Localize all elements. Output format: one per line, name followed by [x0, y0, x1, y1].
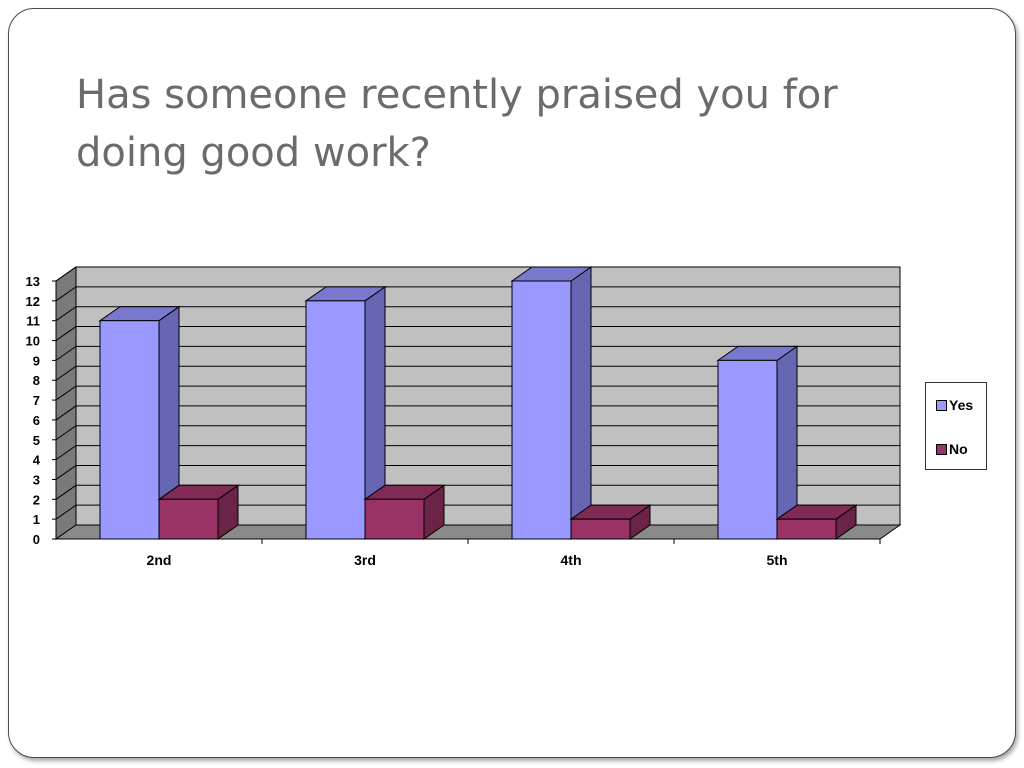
y-tick-label: 7	[33, 393, 40, 408]
bar-yes-5th	[716, 345, 799, 540]
gridline	[55, 464, 900, 480]
y-tick-label: 4	[33, 453, 41, 468]
slide-title: Has someone recently praised you for doi…	[76, 72, 838, 176]
legend-swatch-yes	[936, 399, 947, 411]
y-tick-label: 2	[33, 492, 40, 507]
x-tick-label: 3rd	[354, 552, 376, 568]
y-tick-label: 8	[33, 373, 40, 388]
y-tick-label: 6	[33, 413, 40, 428]
chart-gridlines	[55, 266, 900, 520]
x-tick-label: 5th	[767, 552, 788, 568]
legend-label-yes: Yes	[949, 397, 974, 413]
gridline	[55, 445, 900, 461]
gridline	[55, 306, 900, 322]
y-tick-label: 13	[26, 274, 40, 289]
y-tick-label: 12	[26, 294, 40, 309]
bar-no-3rd-front	[364, 498, 425, 540]
bar-yes-2nd-front	[99, 320, 160, 540]
bar-yes-2nd	[98, 305, 181, 540]
bar-yes-4th-front	[511, 280, 572, 540]
bar-yes-5th-front	[717, 359, 778, 540]
y-tick-label: 9	[33, 353, 40, 368]
bar-no-2nd	[157, 484, 240, 540]
bar-yes-4th	[510, 266, 593, 540]
gridline	[55, 326, 900, 341]
legend-swatch-no	[936, 443, 947, 455]
y-tick-label: 5	[33, 433, 40, 448]
chart-wall	[54, 266, 902, 540]
gridline	[55, 286, 900, 302]
y-tick-label: 1	[33, 512, 40, 527]
gridline	[55, 385, 900, 401]
gridline	[55, 345, 900, 361]
legend-item-no: No	[936, 441, 968, 457]
bar-yes-3rd-front	[305, 300, 366, 540]
gridline	[55, 365, 900, 381]
y-tick-label: 0	[33, 532, 40, 547]
y-tick-label: 10	[26, 334, 40, 349]
x-tick-label: 4th	[561, 552, 582, 568]
chart-side-wall	[55, 266, 77, 540]
gridline	[55, 484, 900, 500]
bar-no-5th-front	[776, 518, 837, 540]
bar-no-3rd	[363, 484, 446, 540]
y-tick-label: 11	[26, 314, 40, 329]
gridline	[55, 266, 900, 282]
legend-label-no: No	[949, 441, 968, 457]
bar-yes-4th-side	[570, 266, 592, 540]
gridline	[55, 405, 900, 421]
bar-no-2nd-front	[158, 498, 219, 540]
chart-bars	[98, 266, 858, 540]
bar-no-4th	[569, 504, 652, 540]
chart-legend: Yes No	[925, 382, 987, 470]
gridline	[55, 425, 900, 441]
bar-no-4th-front	[570, 518, 631, 540]
legend-item-yes: Yes	[936, 397, 973, 413]
x-tick-label: 2nd	[147, 552, 172, 568]
y-tick-label: 3	[33, 472, 40, 487]
